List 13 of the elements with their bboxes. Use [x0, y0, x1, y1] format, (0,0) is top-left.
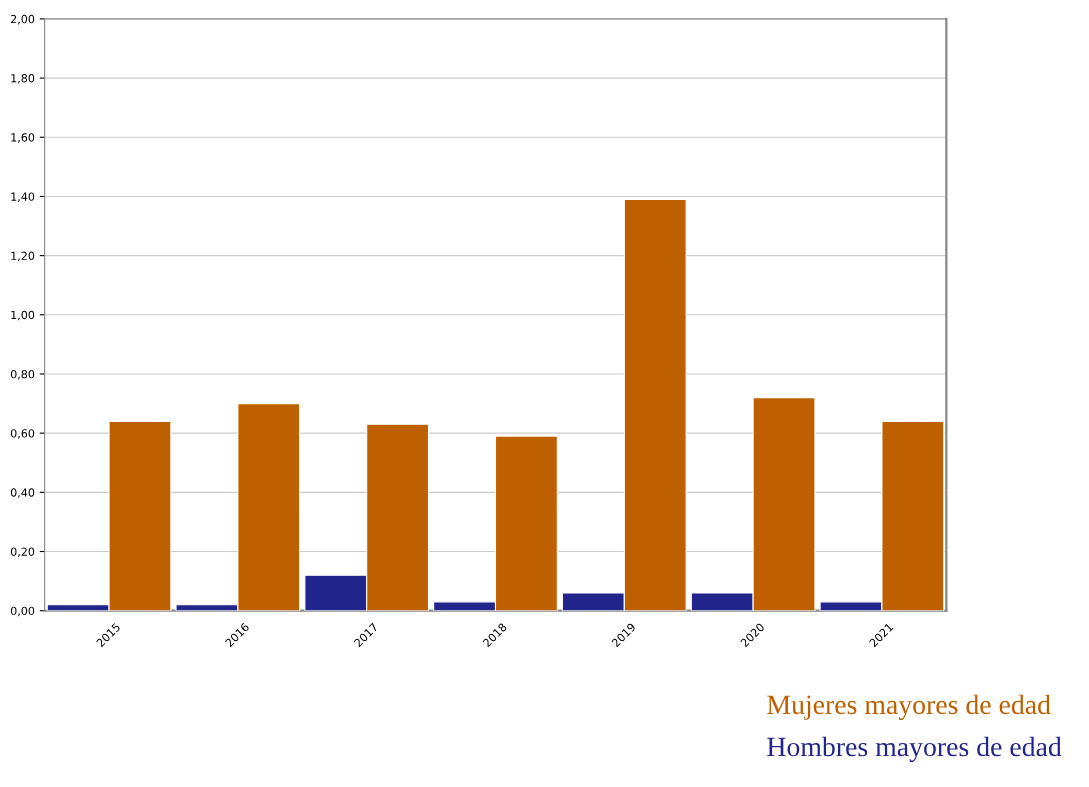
text: Mujeres mayores de edad [767, 694, 1051, 720]
y-tick-label: 1,40 [11, 192, 35, 202]
y-tick-label: 0,80 [10, 369, 35, 380]
y-tick-label: 0,00 [10, 606, 35, 617]
y-tick-label: 0,60 [10, 429, 35, 439]
y-tick-label: 2,00 [11, 14, 35, 25]
text: Hombres mayores de edad [767, 736, 1062, 762]
y-tick-label: 1,60 [11, 133, 35, 143]
y-tick-label: 0,40 [10, 488, 35, 498]
y-tick-label: 1,20 [11, 251, 35, 262]
y-tick-label: 1,00 [11, 310, 35, 321]
y-tick-label: 1,80 [11, 74, 35, 84]
y-tick-label: 0,20 [10, 547, 35, 558]
